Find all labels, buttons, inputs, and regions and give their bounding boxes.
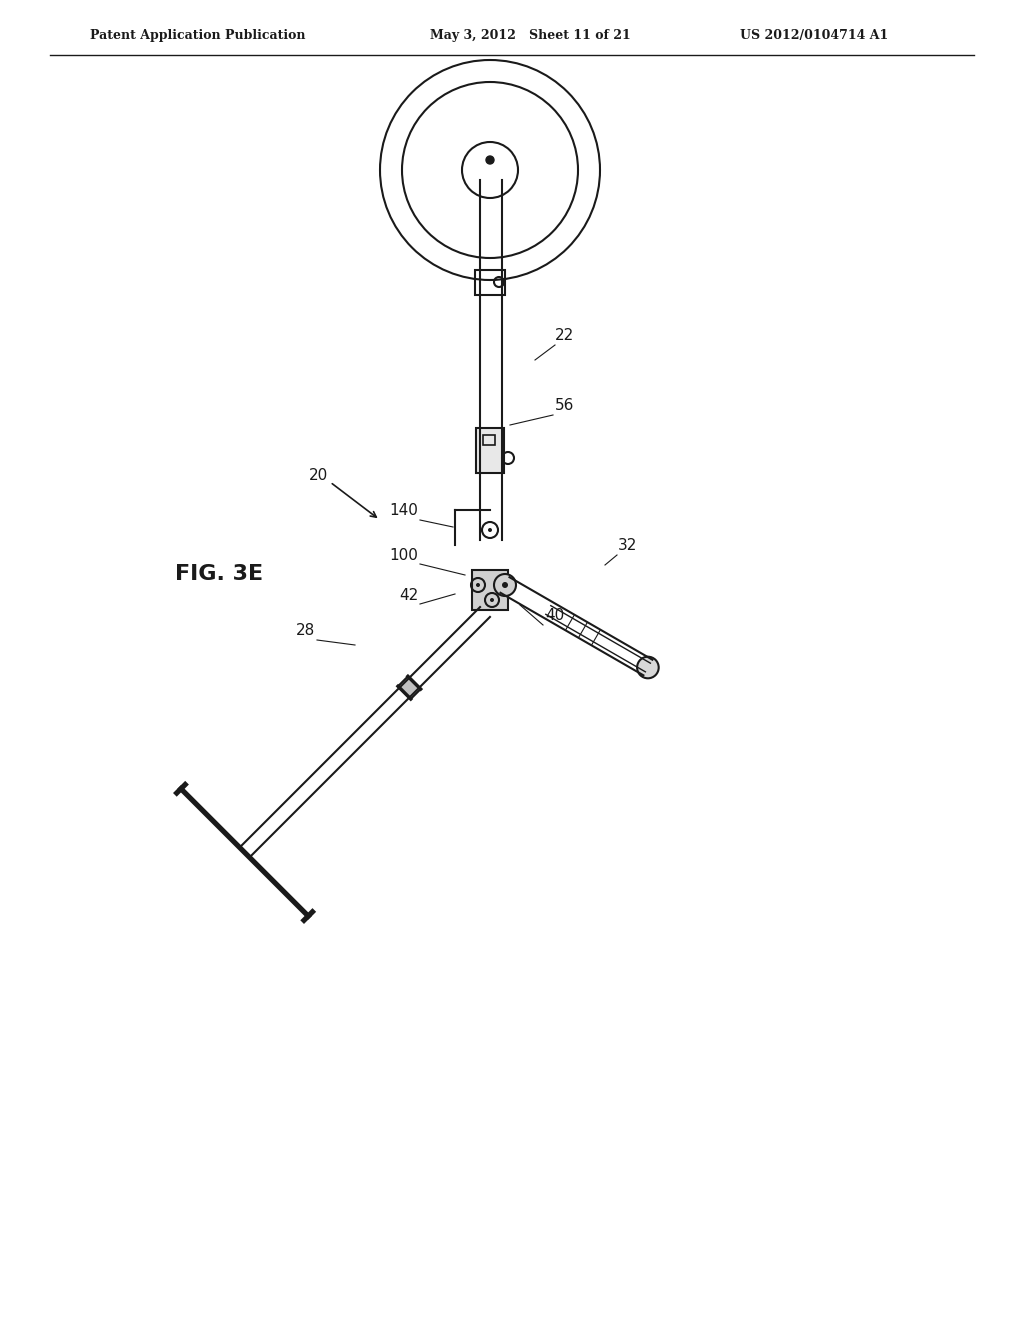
Text: 40: 40	[545, 609, 564, 623]
Polygon shape	[398, 676, 421, 700]
Text: 20: 20	[308, 469, 328, 483]
Text: FIG. 3E: FIG. 3E	[175, 564, 263, 583]
Text: 100: 100	[389, 548, 418, 564]
Text: May 3, 2012   Sheet 11 of 21: May 3, 2012 Sheet 11 of 21	[430, 29, 631, 41]
Bar	[476, 428, 504, 473]
Circle shape	[637, 657, 658, 678]
Circle shape	[476, 583, 480, 587]
Circle shape	[488, 528, 492, 532]
Text: US 2012/0104714 A1: US 2012/0104714 A1	[740, 29, 888, 41]
Text: Patent Application Publication: Patent Application Publication	[90, 29, 305, 41]
Circle shape	[490, 598, 494, 602]
Circle shape	[502, 582, 508, 587]
Text: 140: 140	[389, 503, 418, 517]
Text: 22: 22	[555, 327, 574, 343]
Bar	[475, 269, 505, 294]
Circle shape	[494, 574, 516, 597]
Text: 28: 28	[296, 623, 315, 638]
Bar	[483, 436, 495, 445]
Text: 32: 32	[618, 539, 637, 553]
Text: 42: 42	[398, 587, 418, 603]
Text: 56: 56	[555, 399, 574, 413]
Bar	[472, 570, 508, 610]
Circle shape	[486, 156, 494, 164]
